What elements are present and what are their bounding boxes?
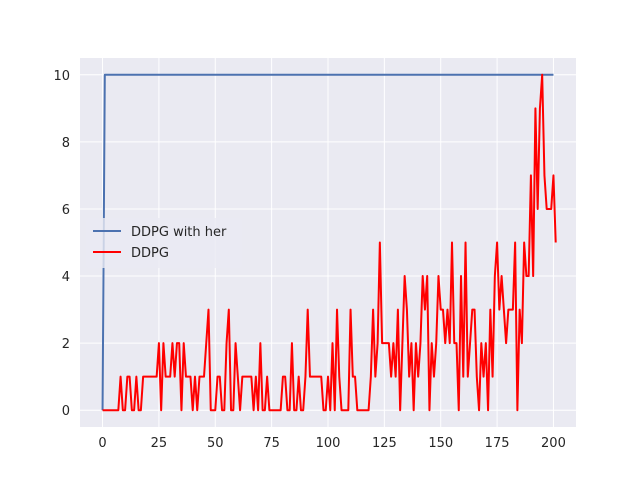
x-tick-label: 150: [428, 436, 453, 451]
x-tick-labels: 0 25 50 75 100 125 150 175 200: [98, 436, 565, 451]
legend-label-ddpg: DDPG: [131, 246, 169, 261]
x-tick-label: 175: [485, 436, 510, 451]
y-tick-label: 0: [62, 404, 70, 419]
y-tick-label: 8: [62, 136, 70, 151]
x-tick-label: 75: [263, 436, 280, 451]
y-tick-label: 2: [62, 337, 70, 352]
x-tick-label: 125: [372, 436, 397, 451]
y-tick-labels: 0 2 4 6 8 10: [53, 69, 70, 419]
x-tick-label: 200: [541, 436, 566, 451]
legend: DDPG with her DDPG: [86, 218, 242, 268]
y-tick-label: 10: [53, 69, 70, 84]
legend-box: [86, 218, 242, 268]
x-tick-label: 50: [207, 436, 224, 451]
y-tick-label: 6: [62, 203, 70, 218]
series-line-ddpg: [102, 73, 557, 412]
x-tick-label: 0: [98, 436, 106, 451]
x-tick-label: 25: [151, 436, 168, 451]
y-tick-label: 4: [62, 270, 70, 285]
x-tick-label: 100: [316, 436, 341, 451]
legend-label-ddpg-her: DDPG with her: [131, 225, 227, 240]
